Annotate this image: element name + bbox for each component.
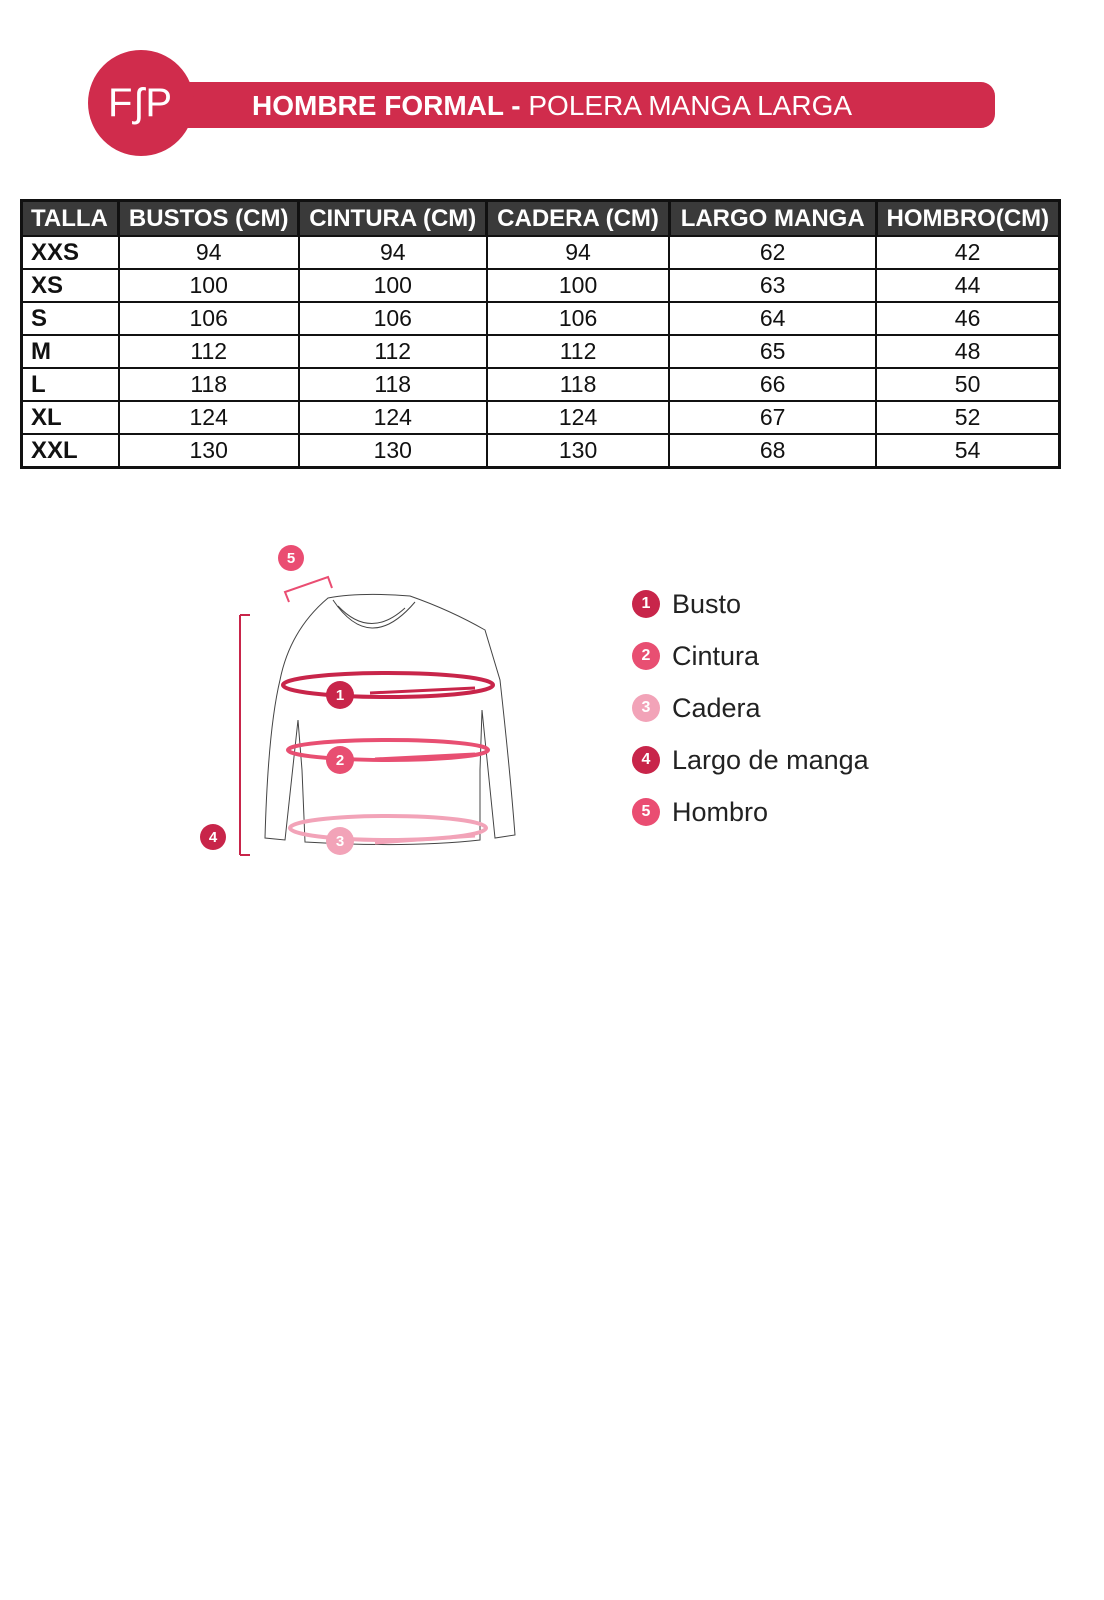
sweater-outline: [264, 593, 516, 846]
size-cell: L: [20, 367, 120, 402]
measurement-cell: 67: [668, 400, 878, 435]
measurement-cell: 106: [117, 301, 300, 336]
measurement-cell: 66: [668, 367, 878, 402]
measurement-cell: 100: [297, 268, 488, 303]
legend-item: 4 Largo de manga: [632, 734, 869, 786]
table-row: XXL 130 130 130 68 54: [20, 433, 1061, 469]
measurement-cell: 94: [485, 235, 671, 270]
measurement-cell: 124: [117, 400, 300, 435]
column-header: CADERA (CM): [485, 199, 671, 237]
measurement-cell: 100: [117, 268, 300, 303]
measurement-cell: 118: [117, 367, 300, 402]
measurement-cell: 54: [875, 433, 1061, 469]
bust-arrow: [369, 686, 476, 695]
legend-number-badge: 2: [632, 642, 660, 670]
page-title: HOMBRE FORMAL - POLERA MANGA LARGA: [252, 88, 852, 124]
size-cell: XL: [20, 400, 120, 435]
measurement-cell: 64: [668, 301, 878, 336]
measurement-cell: 48: [875, 334, 1061, 369]
shoulder-bracket: [283, 575, 333, 603]
table-row: XS 100 100 100 63 44: [20, 268, 1061, 303]
legend-item: 1 Busto: [632, 578, 869, 630]
legend-label: Cadera: [672, 692, 761, 723]
legend-item: 3 Cadera: [632, 682, 869, 734]
svg-text:1: 1: [336, 687, 344, 704]
legend-number-badge: 1: [632, 590, 660, 618]
title-product: POLERA MANGA LARGA: [528, 90, 853, 121]
svg-text:4: 4: [209, 829, 218, 846]
hip-measure-ring: [288, 814, 488, 842]
measurement-cell: 46: [875, 301, 1061, 336]
legend-label: Cintura: [672, 640, 760, 671]
table-row: M 112 112 112 65 48: [20, 334, 1061, 369]
title-category: HOMBRE FORMAL -: [252, 90, 521, 121]
measurement-cell: 118: [297, 367, 488, 402]
hip-arrow: [374, 834, 476, 845]
legend-label: Largo de manga: [672, 744, 869, 775]
title-banner: [150, 82, 995, 128]
measurement-cell: 124: [485, 400, 671, 435]
size-table: TALLA BUSTOS (CM) CINTURA (CM) CADERA (CM) L…: [20, 199, 1062, 469]
measurement-cell: 100: [485, 268, 671, 303]
table-row: XL 124 124 124 67 52: [20, 400, 1061, 435]
table-header-row: TALLA BUSTOS (CM) CINTURA (CM) CADERA (CM) L…: [20, 199, 1062, 237]
measurement-cell: 63: [668, 268, 878, 303]
legend-item: 5 Hombro: [632, 786, 869, 838]
measurement-cell: 118: [485, 367, 671, 402]
svg-text:5: 5: [287, 550, 295, 567]
legend-number-badge: 3: [632, 694, 660, 722]
svg-text:3: 3: [336, 833, 344, 850]
column-header: TALLA: [20, 199, 121, 237]
sleeve-length-bracket: [239, 614, 250, 856]
measurement-cell: 68: [668, 433, 878, 469]
brand-logo: FʃP: [88, 50, 194, 156]
size-cell: M: [20, 334, 120, 369]
size-cell: S: [20, 301, 120, 336]
size-cell: XS: [20, 268, 120, 303]
measurement-cell: 42: [875, 235, 1061, 270]
measurement-cell: 130: [117, 433, 300, 469]
table-row: L 118 118 118 66 50: [20, 367, 1061, 402]
measurement-cell: 106: [485, 301, 671, 336]
legend-label: Hombro: [672, 796, 769, 827]
measurement-legend: 1 Busto 2 Cintura 3 Cadera 4 Largo de manga 5 Hom…: [632, 578, 869, 838]
measurement-cell: 65: [668, 334, 878, 369]
column-header: LARGO MANGA: [668, 199, 878, 237]
svg-text:2: 2: [336, 752, 344, 769]
column-header: HOMBRO(CM): [875, 199, 1062, 237]
measurement-cell: 112: [485, 334, 671, 369]
waist-measure-ring: [286, 738, 490, 762]
size-cell: XXL: [20, 433, 120, 469]
legend-label: Busto: [672, 588, 742, 619]
bust-measure-ring: [281, 671, 495, 699]
legend-number-badge: 5: [632, 798, 660, 826]
size-cell: XXS: [20, 235, 120, 270]
legend-number-badge: 4: [632, 746, 660, 774]
measurement-cell: 94: [297, 235, 488, 270]
measurement-cell: 112: [117, 334, 300, 369]
column-header: CINTURA (CM): [297, 199, 489, 237]
measurement-cell: 130: [297, 433, 488, 469]
table-row: XXS 94 94 94 62 42: [20, 235, 1061, 270]
garment-diagram: 1 2 3 4 5: [200, 545, 516, 856]
measurement-cell: 94: [117, 235, 300, 270]
measurement-cell: 130: [485, 433, 671, 469]
measurement-cell: 44: [875, 268, 1061, 303]
measurement-cell: 62: [668, 235, 878, 270]
measurement-cell: 112: [297, 334, 488, 369]
measurement-cell: 106: [297, 301, 488, 336]
waist-arrow: [374, 752, 476, 761]
table-row: S 106 106 106 64 46: [20, 301, 1061, 336]
measurement-cell: 124: [297, 400, 488, 435]
measurement-cell: 50: [875, 367, 1061, 402]
measurement-cell: 52: [875, 400, 1061, 435]
column-header: BUSTOS (CM): [117, 199, 301, 237]
legend-item: 2 Cintura: [632, 630, 869, 682]
